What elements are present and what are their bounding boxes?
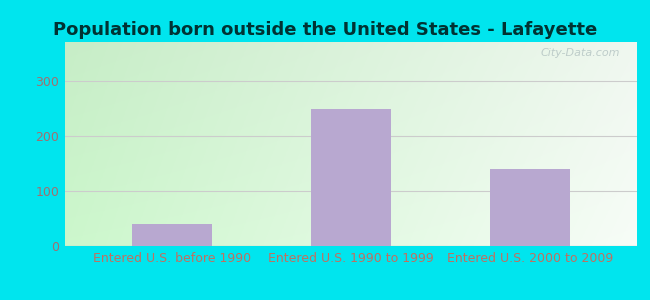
- Text: Population born outside the United States - Lafayette: Population born outside the United State…: [53, 21, 597, 39]
- Bar: [489, 169, 570, 246]
- Bar: [132, 224, 213, 246]
- Bar: [311, 109, 391, 246]
- Text: City-Data.com: City-Data.com: [540, 48, 620, 58]
